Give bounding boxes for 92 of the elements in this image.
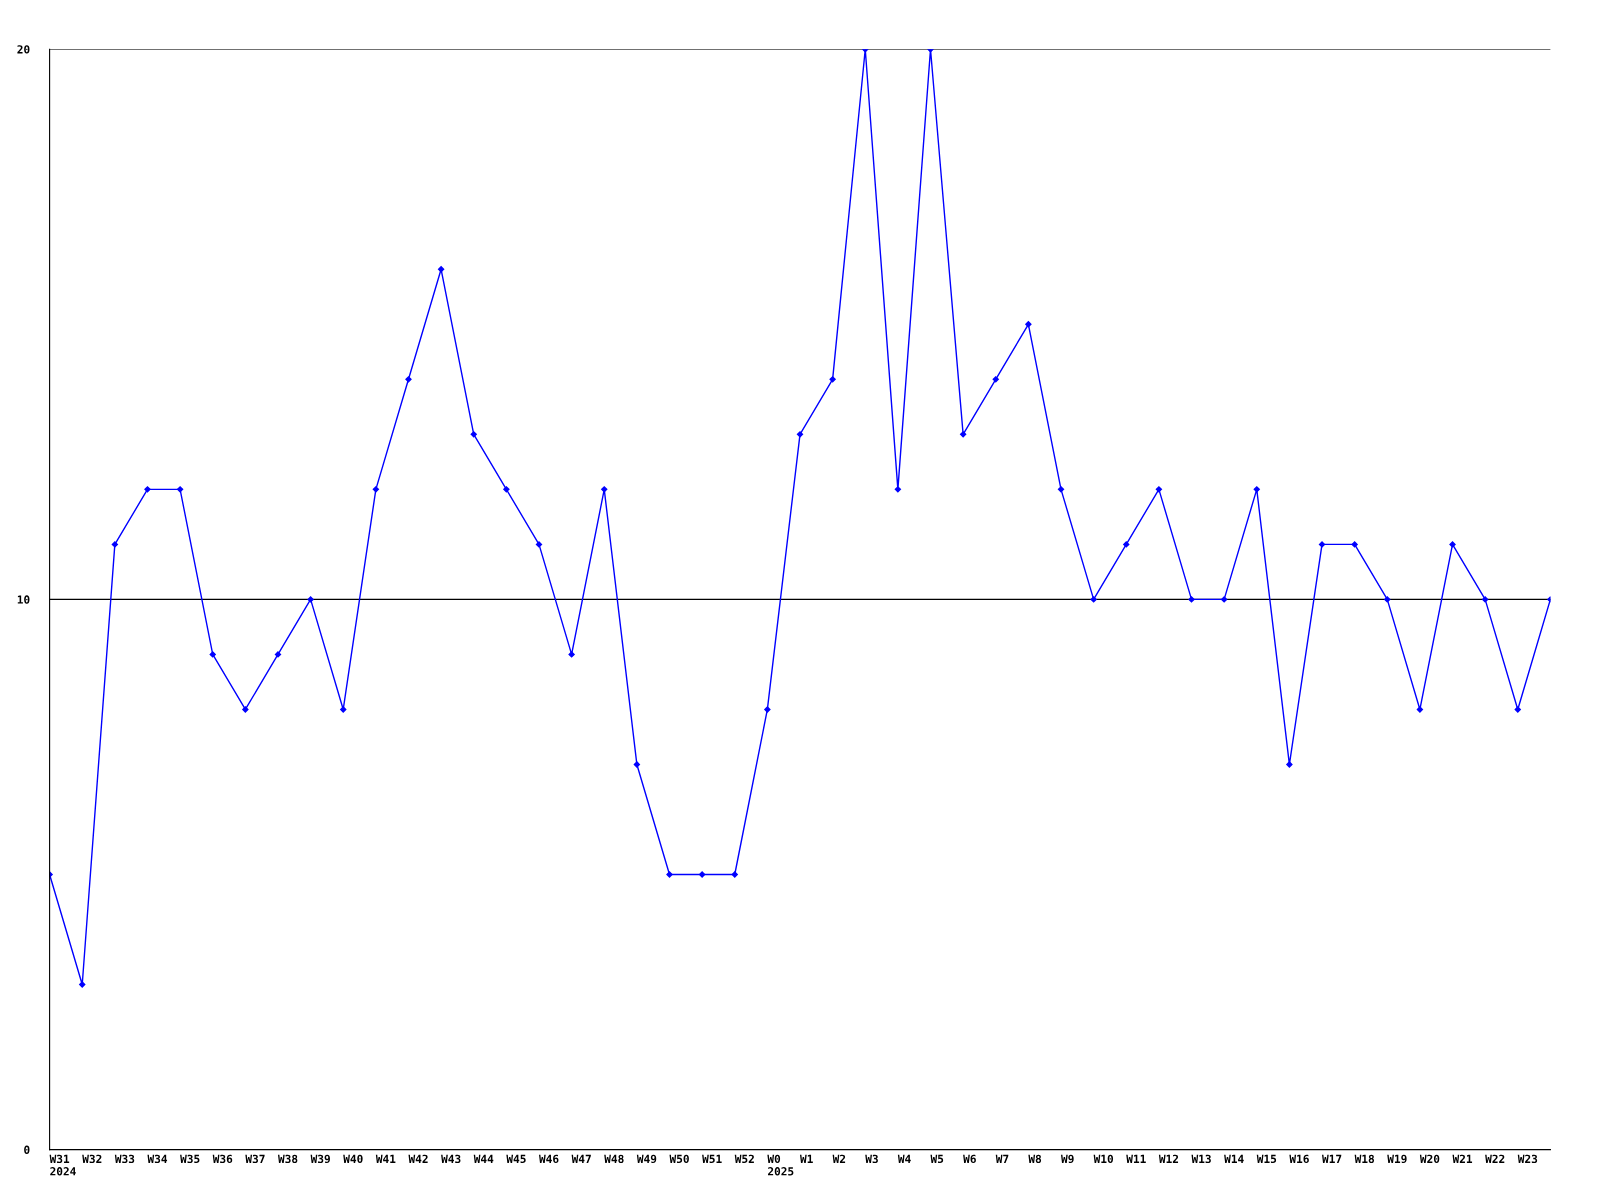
point bbox=[1416, 706, 1424, 713]
point bbox=[959, 431, 967, 438]
x-tick-label: W23 bbox=[1517, 1154, 1538, 1164]
point bbox=[568, 651, 575, 658]
point bbox=[1253, 486, 1260, 493]
point bbox=[1286, 761, 1293, 768]
x-tick-label: W35 bbox=[180, 1154, 200, 1164]
x-tick-label: W4 bbox=[897, 1154, 911, 1163]
point bbox=[209, 651, 216, 658]
x-tick-label: W14 bbox=[1224, 1154, 1244, 1163]
x-tick-label: W39 bbox=[310, 1154, 330, 1164]
x-tick-label: W44 bbox=[473, 1154, 494, 1163]
x-tick-label: W11 bbox=[1126, 1154, 1146, 1163]
point bbox=[242, 706, 249, 713]
x-tick-label: W21 bbox=[1452, 1154, 1473, 1163]
x-tick-label: W10 bbox=[1093, 1154, 1114, 1164]
point bbox=[405, 376, 412, 383]
x-tick-label: W15 bbox=[1256, 1154, 1277, 1164]
point bbox=[274, 651, 282, 658]
x-tick-label: W42 bbox=[408, 1154, 428, 1163]
x-tick-label: W36 bbox=[212, 1154, 233, 1164]
x-tick-label: W41 bbox=[375, 1154, 396, 1163]
x-tick-label: W32 bbox=[82, 1154, 102, 1164]
point bbox=[470, 431, 477, 438]
x-tick-label: W33 bbox=[114, 1154, 135, 1164]
point bbox=[535, 541, 543, 548]
point bbox=[111, 541, 119, 548]
x-tick-label: W47 bbox=[571, 1154, 591, 1163]
x-tick-label: W2 bbox=[832, 1154, 846, 1163]
x-tick-label: W43 bbox=[441, 1154, 461, 1164]
point bbox=[992, 376, 999, 383]
x-tick-label: W18 bbox=[1354, 1154, 1375, 1164]
point bbox=[666, 871, 673, 878]
y-tick-label: 20 bbox=[17, 45, 30, 54]
point bbox=[1514, 706, 1521, 713]
point bbox=[894, 486, 902, 493]
x-tick-label: W9 bbox=[1061, 1154, 1074, 1164]
x-tick-label: W16 bbox=[1289, 1154, 1309, 1164]
x-tick-label: W0 2025 bbox=[767, 1154, 794, 1176]
point bbox=[764, 706, 771, 713]
point bbox=[372, 486, 380, 493]
x-tick-label: W40 bbox=[343, 1154, 363, 1164]
point bbox=[1449, 541, 1456, 548]
x-tick-label: W7 bbox=[995, 1154, 1009, 1163]
point bbox=[1188, 596, 1195, 603]
x-tick-label: W46 bbox=[538, 1154, 559, 1164]
point bbox=[79, 981, 86, 988]
x-tick-label: W3 bbox=[865, 1154, 878, 1164]
point bbox=[796, 431, 804, 438]
x-tick-label: W22 bbox=[1485, 1154, 1505, 1163]
x-tick-label: W12 bbox=[1158, 1154, 1179, 1163]
x-tick-label: W5 bbox=[930, 1154, 944, 1164]
point bbox=[1384, 596, 1391, 603]
x-tick-label: W48 bbox=[604, 1154, 624, 1164]
point bbox=[633, 761, 641, 768]
x-tick-label: W50 bbox=[669, 1154, 689, 1164]
point bbox=[601, 486, 608, 493]
point bbox=[1482, 596, 1489, 603]
x-tick-label: W38 bbox=[277, 1154, 298, 1164]
point bbox=[731, 871, 738, 878]
x-tick-label: W1 bbox=[800, 1154, 813, 1163]
point bbox=[1057, 486, 1065, 493]
point bbox=[698, 871, 706, 878]
point bbox=[307, 596, 314, 603]
x-tick-label: W19 bbox=[1387, 1154, 1407, 1164]
point bbox=[1123, 541, 1130, 548]
point bbox=[1025, 321, 1032, 328]
x-tick-label: W13 bbox=[1191, 1154, 1211, 1164]
point bbox=[144, 486, 151, 493]
x-tick-label: W45 bbox=[506, 1154, 526, 1164]
point bbox=[340, 706, 347, 713]
y-tick-label: 0 bbox=[24, 1145, 30, 1154]
x-tick-label: W51 bbox=[702, 1154, 722, 1164]
point bbox=[437, 266, 445, 273]
x-tick-label: W31 2024 bbox=[49, 1154, 76, 1176]
x-tick-label: W37 bbox=[245, 1154, 265, 1164]
point bbox=[1090, 596, 1097, 603]
x-tick-label: W34 bbox=[147, 1154, 168, 1164]
point bbox=[1155, 486, 1163, 493]
x-tick-label: W6 bbox=[963, 1154, 976, 1164]
point bbox=[1318, 541, 1326, 548]
x-tick-label: W8 bbox=[1028, 1154, 1042, 1164]
y-tick-label: 10 bbox=[17, 595, 30, 604]
x-tick-label: W20 bbox=[1419, 1154, 1440, 1164]
point bbox=[1220, 596, 1228, 603]
point bbox=[1351, 541, 1358, 548]
point bbox=[503, 486, 510, 493]
point bbox=[176, 486, 184, 493]
x-tick-label: W17 bbox=[1322, 1154, 1342, 1163]
x-tick-label: W49 bbox=[636, 1154, 657, 1164]
point bbox=[829, 376, 836, 383]
x-tick-label: W52 bbox=[734, 1154, 754, 1164]
